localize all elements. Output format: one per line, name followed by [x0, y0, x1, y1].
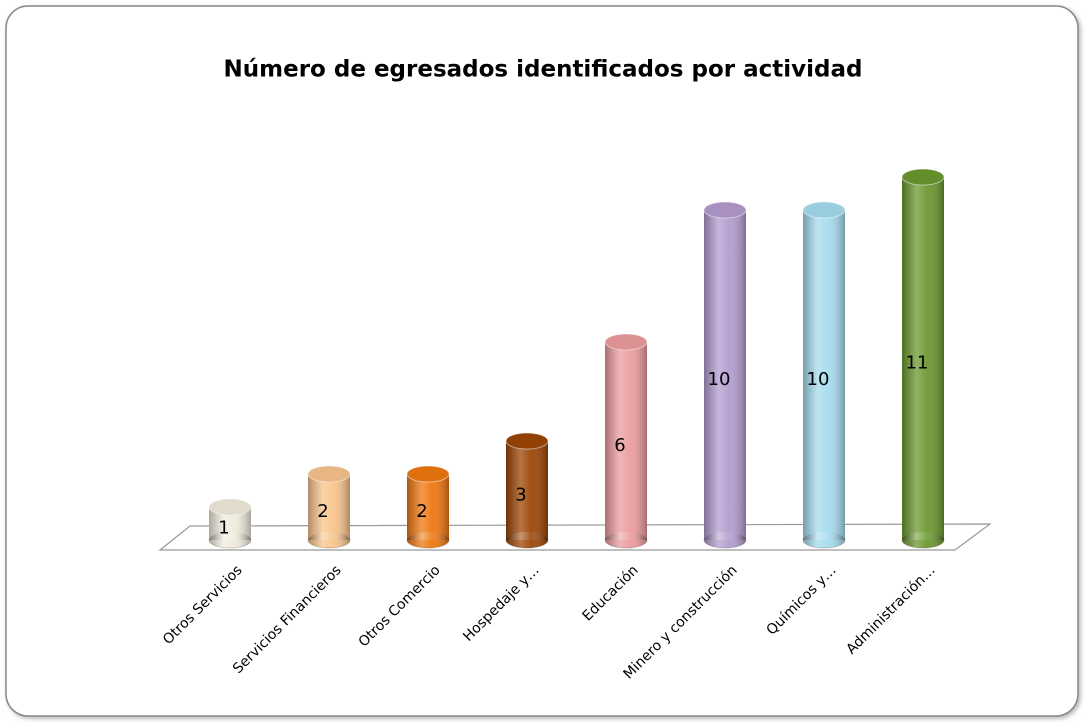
bar-top [703, 201, 747, 219]
chart-title: Número de egresados identificados por ac… [224, 57, 863, 83]
bar-top [604, 333, 648, 351]
floor [158, 523, 992, 551]
data-label: 10 [807, 369, 830, 390]
data-label: 6 [614, 435, 625, 456]
data-label: 2 [416, 501, 427, 522]
bar-top-shade [407, 466, 449, 482]
bar-top-shade [902, 169, 944, 185]
bar-shade [407, 474, 449, 540]
data-label: 3 [515, 485, 526, 506]
bar-top [307, 465, 351, 483]
data-label: 10 [708, 369, 731, 390]
data-label: 2 [317, 501, 328, 522]
data-label: 11 [906, 353, 929, 374]
bars: 1 2 2 3 6 10 10 11 [208, 168, 945, 549]
bar-top [901, 168, 945, 186]
bar-top [208, 498, 252, 516]
bar-shade [308, 474, 350, 540]
bar-shade [605, 342, 647, 540]
bar-shade [902, 177, 944, 540]
bar-top-shade [308, 466, 350, 482]
bar-top-shade [209, 499, 251, 515]
bar-top-shade [704, 202, 746, 218]
bar-top [406, 465, 450, 483]
bar-top-shade [803, 202, 845, 218]
bar-top-shade [605, 334, 647, 350]
bar-top-shade [506, 433, 548, 449]
bar-shade [506, 441, 548, 540]
bar-shade [704, 210, 746, 540]
bar-shade [803, 210, 845, 540]
bar-top [802, 201, 846, 219]
bar-top [505, 432, 549, 450]
data-label: 1 [218, 518, 229, 539]
